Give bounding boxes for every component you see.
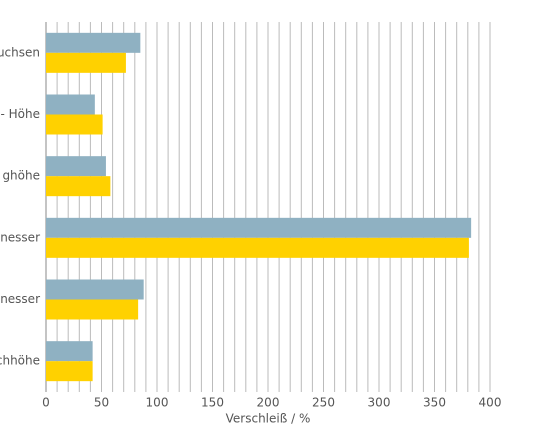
x-tick-label: 200 [257, 396, 280, 410]
x-tick-label: 100 [146, 396, 169, 410]
y-tick-label: ghöhe [2, 169, 40, 183]
bar [46, 279, 144, 300]
x-tick-label: 50 [94, 396, 109, 410]
y-tick-label: uchsen [0, 45, 40, 59]
x-tick-label: 350 [423, 396, 446, 410]
bar [46, 299, 139, 320]
bar [46, 156, 106, 177]
x-tick-label: 250 [312, 396, 335, 410]
x-tick-label: 0 [42, 396, 50, 410]
y-tick-label: chhöhe [0, 354, 40, 368]
bar [46, 361, 93, 382]
bar [46, 237, 469, 258]
x-tick-label: 150 [201, 396, 224, 410]
bar [46, 341, 93, 362]
x-tick-label: 400 [479, 396, 502, 410]
x-axis-title: Verschleiß / % [226, 412, 311, 426]
bar [46, 52, 126, 73]
bar [46, 176, 111, 197]
y-tick-label: - Höhe [1, 107, 41, 121]
bar [46, 217, 472, 238]
bar [46, 114, 103, 135]
y-tick-label: nesser [0, 230, 40, 244]
x-tick-label: 300 [368, 396, 391, 410]
bar [46, 94, 95, 115]
bar [46, 32, 141, 53]
y-tick-label: nesser [0, 292, 40, 306]
